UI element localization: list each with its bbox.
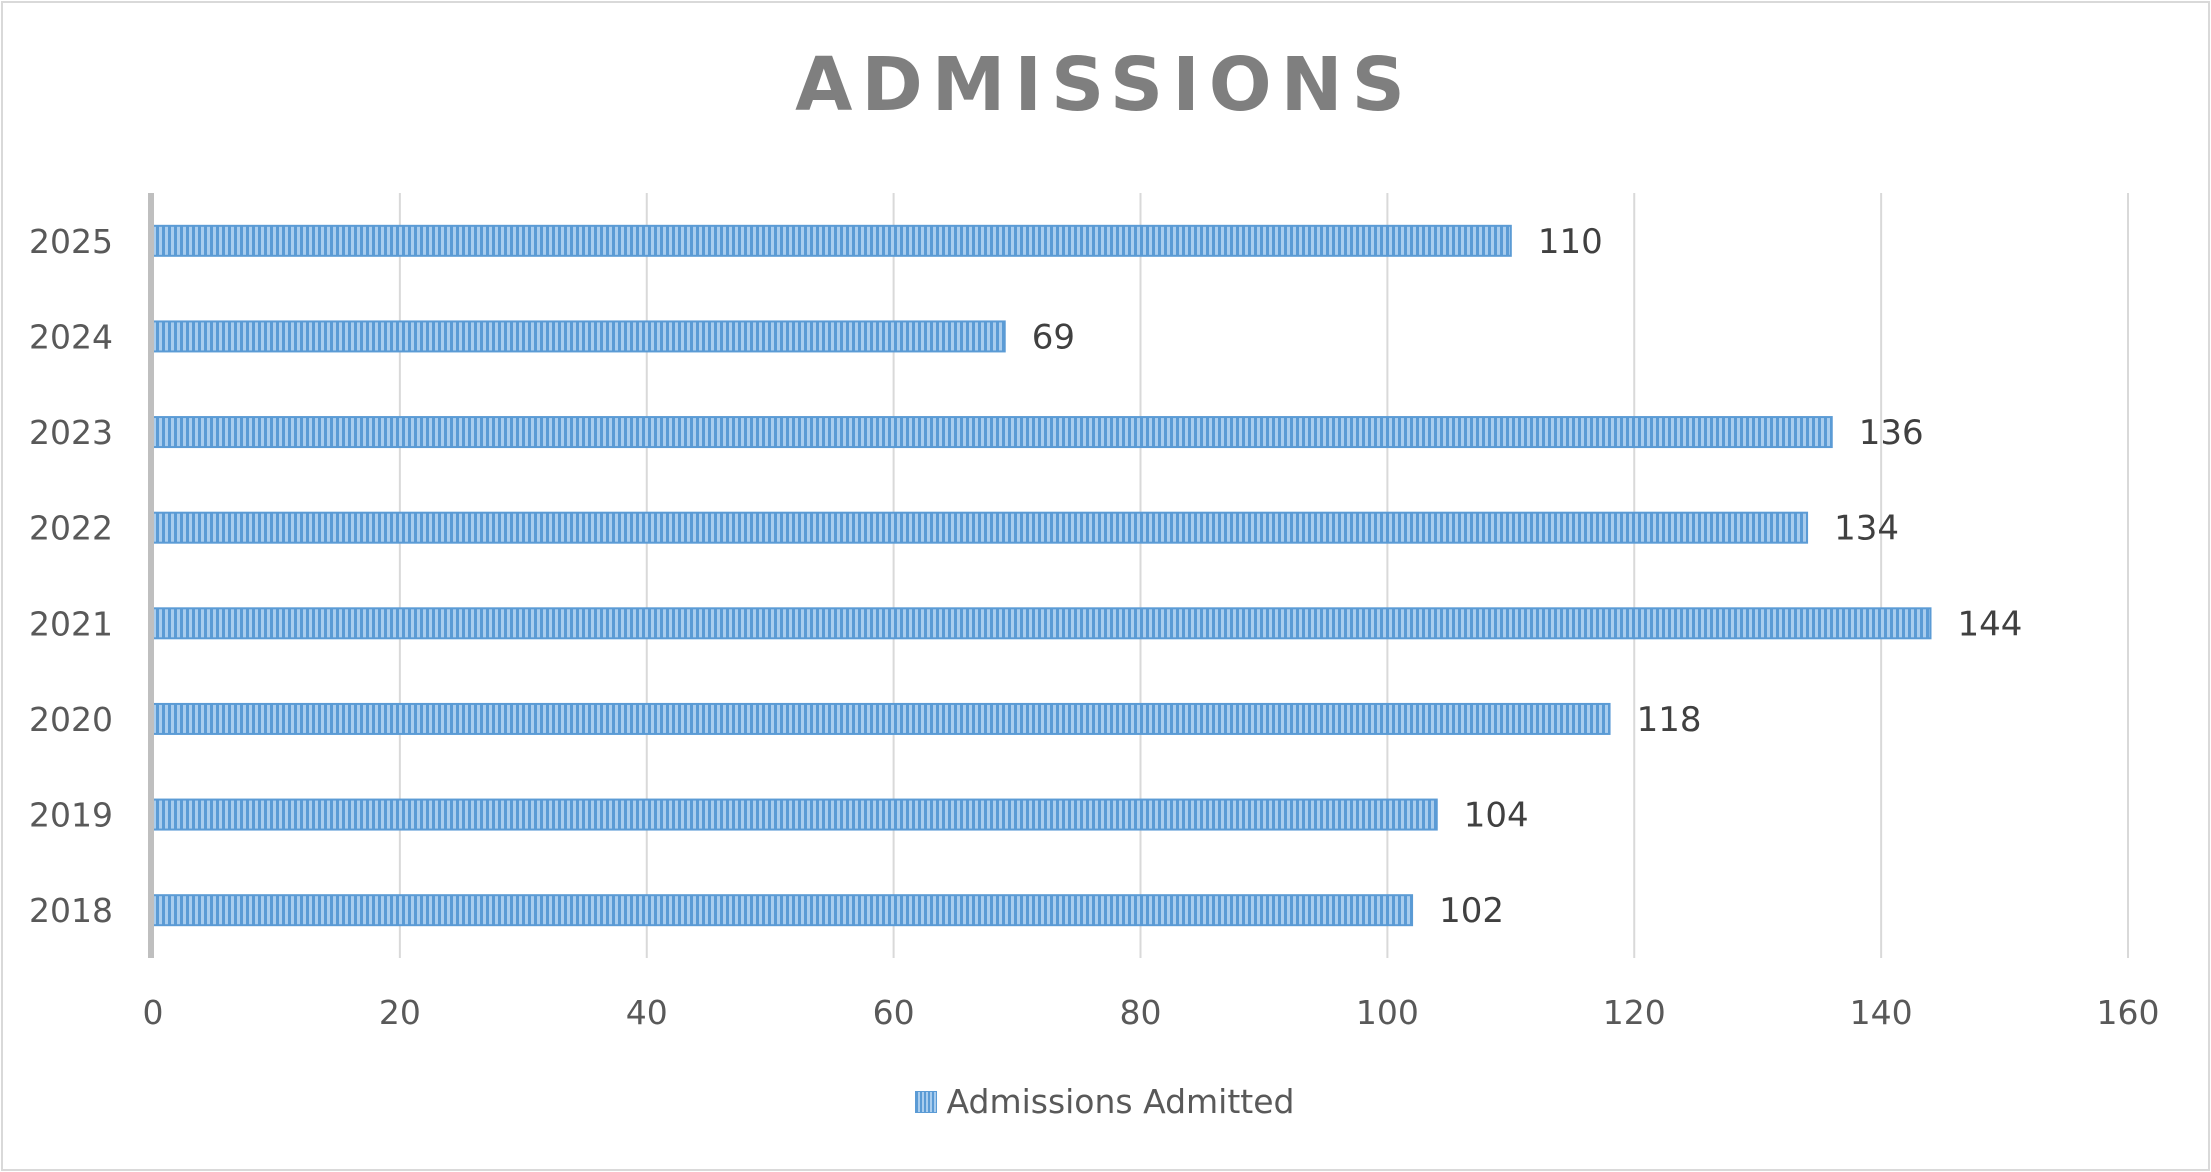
legend: Admissions Admitted <box>0 1082 2209 1121</box>
y-tick-label: 2021 <box>29 604 113 643</box>
bar-2019 <box>152 798 1438 831</box>
y-tick-label: 2018 <box>29 891 113 930</box>
x-tick-label: 0 <box>143 993 164 1032</box>
data-label-2022: 134 <box>1834 509 1899 549</box>
data-label-2025: 110 <box>1538 222 1603 262</box>
x-tick-label: 60 <box>873 993 915 1032</box>
bar-2021 <box>152 607 1932 640</box>
y-tick-label: 2023 <box>29 413 113 452</box>
data-label-2021: 144 <box>1958 604 2023 644</box>
x-tick-label: 140 <box>1850 993 1913 1032</box>
labels: 0 20 40 60 80 100 120 140 160 2018 102 2019 104 2020 1… <box>29 222 2159 1032</box>
y-tick-label: 2019 <box>29 796 113 835</box>
x-tick-label: 160 <box>2097 993 2160 1032</box>
bar-2023 <box>152 416 1833 449</box>
data-label-2020: 118 <box>1637 700 1702 740</box>
x-tick-label: 120 <box>1603 993 1666 1032</box>
y-tick-label: 2020 <box>29 700 113 739</box>
bar-2020 <box>152 702 1611 735</box>
x-tick-label: 100 <box>1356 993 1419 1032</box>
x-tick-label: 20 <box>379 993 421 1032</box>
y-tick-label: 2025 <box>29 222 113 261</box>
data-label-2023: 136 <box>1859 413 1924 453</box>
chart-title: ADMISSIONS <box>795 42 1414 128</box>
legend-label: Admissions Admitted <box>946 1082 1295 1121</box>
data-label-2018: 102 <box>1439 891 1504 931</box>
data-label-2019: 104 <box>1464 796 1529 836</box>
x-tick-label: 40 <box>626 993 668 1032</box>
legend-swatch <box>914 1090 937 1113</box>
bar-2018 <box>152 894 1414 927</box>
bar-2025 <box>152 224 1512 257</box>
x-tick-label: 80 <box>1120 993 1162 1032</box>
y-tick-label: 2022 <box>29 509 113 548</box>
data-label-2024: 69 <box>1032 317 1075 357</box>
y-tick-label: 2024 <box>29 317 113 356</box>
gridlines <box>398 193 2129 958</box>
bar-2024 <box>152 320 1006 353</box>
bar-2022 <box>152 511 1809 544</box>
